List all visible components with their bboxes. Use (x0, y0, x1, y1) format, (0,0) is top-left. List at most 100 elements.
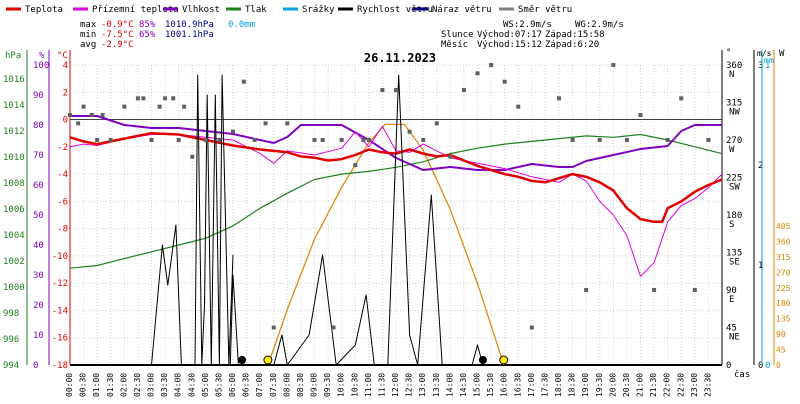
axis-tick-percent: 50 (33, 211, 44, 221)
wind-direction-point (95, 138, 100, 142)
legend-label: Tlak (245, 5, 267, 15)
wind-direction-point (448, 154, 453, 159)
axis-compass: SE (729, 258, 740, 268)
axis-tick-ms: 1 (758, 261, 763, 271)
axis-tick-wm2: 315 (776, 253, 791, 262)
axis-tick-time: 00:30 (79, 373, 88, 397)
axis-tick-wm2: 180 (776, 299, 791, 308)
axis-tick-time: 14:00 (445, 373, 454, 397)
wind-direction-point (475, 71, 480, 76)
axis-tick-time: 19:30 (595, 373, 604, 397)
wind-direction-point (89, 113, 94, 117)
moon-rise: Východ:15:12 (477, 40, 542, 50)
axis-tick-celsius: -12 (52, 279, 68, 289)
wind-direction-point (149, 138, 154, 142)
wind-ws: WS:2.9m/s (503, 20, 552, 30)
axis-tick-time: 10:00 (337, 373, 346, 397)
axis-tick-time: 05:30 (214, 373, 223, 397)
wind-direction-point (394, 88, 398, 92)
series-ground-temperature (69, 125, 723, 277)
wind-direction-point (339, 138, 344, 142)
axis-tick-hpa: 996 (3, 335, 19, 345)
axis-tick-time: 06:00 (228, 373, 237, 397)
axis-tick-time: 11:30 (377, 373, 386, 397)
axis-tick-direction: 315 (726, 99, 742, 109)
axis-tick-celsius: -18 (52, 361, 68, 371)
axis-tick-wm2: 135 (776, 315, 791, 324)
wind-direction-point (331, 325, 336, 330)
axis-tick-time: 04:30 (187, 373, 196, 397)
axis-unit-mm: mm (764, 56, 774, 65)
axis-tick-percent: 30 (33, 271, 44, 281)
axis-tick-time: 13:00 (418, 373, 427, 397)
wind-direction-point (380, 88, 385, 92)
wind-direction-point (190, 154, 195, 159)
series-wind-gust (229, 74, 484, 366)
wind-direction-point (679, 96, 684, 101)
axis-compass: N (729, 70, 734, 80)
stat-label-max: max (80, 20, 97, 30)
axis-tick-direction: 45 (726, 324, 737, 334)
stat-min-hum: 65% (139, 30, 156, 40)
axis-unit-percent: % (39, 51, 45, 61)
axis-tick-hpa: 1006 (3, 205, 25, 215)
wind-direction-point (141, 96, 146, 101)
sun-set: Západ:15:58 (545, 30, 605, 40)
wind-direction-point (81, 104, 86, 109)
axis-tick-wm2: 405 (776, 222, 791, 231)
wind-direction-point (361, 138, 366, 142)
axis-tick-time: 06:30 (242, 373, 251, 397)
chart-title: 26.11.2023 (364, 51, 436, 65)
wind-direction-point (570, 138, 575, 142)
axis-tick-time: 22:30 (676, 373, 685, 397)
axis-tick-celsius: -8 (57, 225, 68, 235)
axis-tick-celsius: -2 (57, 143, 68, 153)
series-pressure (69, 133, 723, 269)
stat-max-press: 1010.9hPa (165, 20, 214, 30)
axis-tick-mm: 1 (765, 61, 770, 71)
axis-label-time: čas (734, 369, 750, 380)
axis-tick-time: 16:00 (500, 373, 509, 397)
axis-tick-celsius: 2 (63, 88, 68, 98)
axis-tick-mm: 0 (765, 361, 770, 371)
wind-direction-point (638, 113, 643, 117)
axis-tick-time: 02:30 (133, 373, 142, 397)
axis-tick-wm2: 360 (776, 237, 791, 246)
sun-rise: Východ:07:17 (477, 30, 542, 40)
axis-unit-celsius: °C (57, 51, 68, 61)
axis-tick-time: 13:30 (432, 373, 441, 397)
axis-tick-time: 22:00 (663, 373, 672, 397)
wind-direction-point (203, 138, 208, 142)
wind-direction-point (231, 129, 235, 134)
wind-direction-point (529, 325, 534, 330)
wind-direction-point (122, 104, 127, 109)
wind-direction-point (320, 138, 325, 142)
axis-tick-direction: 360 (726, 61, 742, 71)
axis-tick-time: 09:30 (323, 373, 332, 397)
axis-tick-time: 18:30 (568, 373, 577, 397)
axis-tick-celsius: -6 (57, 197, 68, 207)
axis-tick-celsius: -10 (52, 252, 68, 262)
wind-direction-point (163, 96, 168, 101)
axis-tick-hpa: 1010 (3, 153, 25, 163)
axis-compass: S (729, 220, 734, 230)
stat-min-press: 1001.1hPa (165, 30, 214, 40)
moon-label: Měsíc (441, 40, 468, 50)
axis-tick-percent: 80 (33, 121, 44, 131)
axis-tick-time: 01:30 (106, 373, 115, 397)
axis-tick-hpa: 1002 (3, 257, 25, 267)
wind-direction-point (597, 138, 602, 142)
axis-tick-time: 09:00 (310, 373, 319, 397)
wind-direction-point (421, 138, 426, 142)
axis-tick-percent: 10 (33, 331, 44, 341)
legend-label: Vlhkost (182, 5, 220, 15)
wind-direction-point (135, 96, 140, 101)
axis-tick-time: 15:00 (473, 373, 482, 397)
stat-max-rain: 0.0mm (228, 20, 255, 30)
wind-direction-point (217, 138, 222, 142)
axis-tick-time: 23:00 (690, 373, 699, 397)
axis-tick-celsius: 4 (63, 61, 68, 71)
axis-tick-percent: 90 (33, 91, 44, 101)
axis-tick-wm2: 0 (776, 361, 781, 370)
